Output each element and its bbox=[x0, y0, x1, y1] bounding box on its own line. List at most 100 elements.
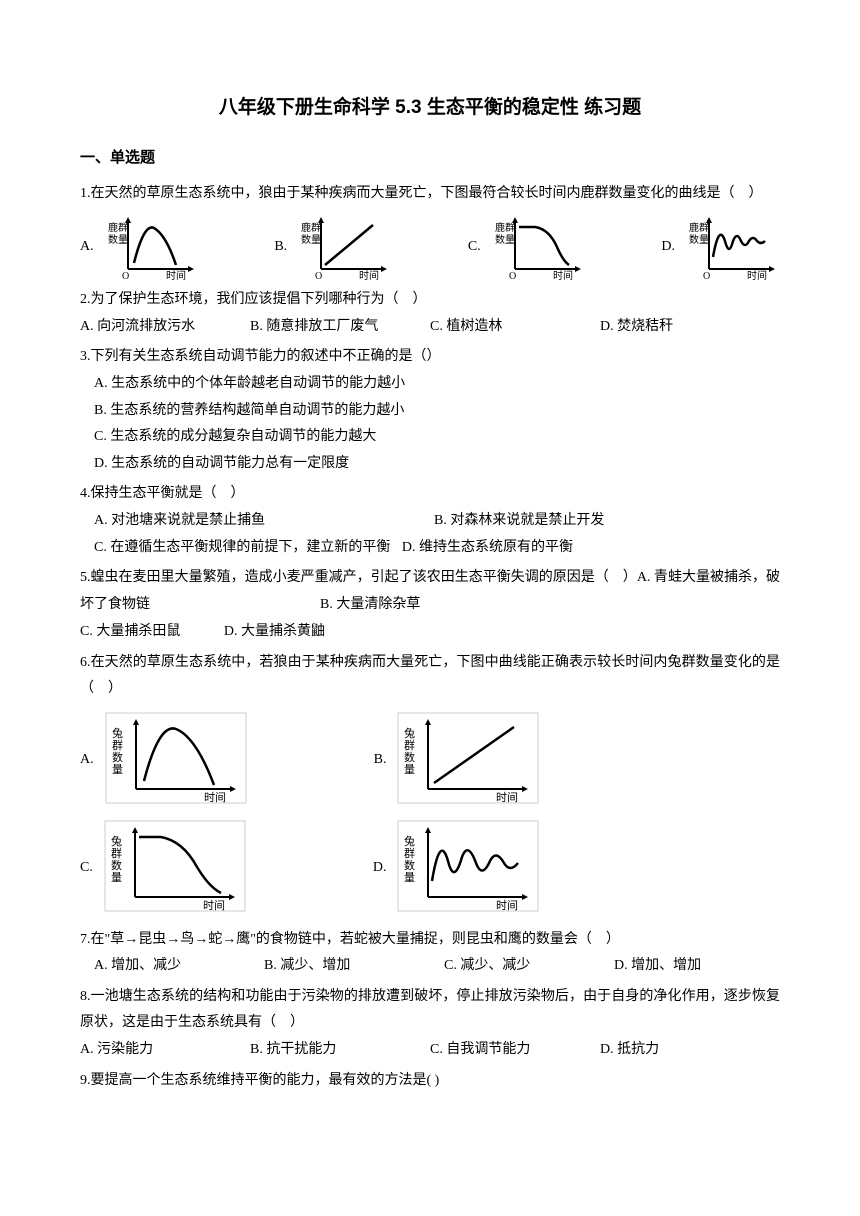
q5-c: C. 大量捕杀田鼠 bbox=[80, 624, 180, 639]
svg-text:时间: 时间 bbox=[204, 791, 226, 804]
page-title: 八年级下册生命科学 5.3 生态平衡的稳定性 练习题 bbox=[80, 90, 780, 126]
svg-text:鹿群: 鹿群 bbox=[301, 221, 321, 234]
section-header: 一、单选题 bbox=[80, 144, 780, 173]
question-3: 3.下列有关生态系统自动调节能力的叙述中不正确的是（） A. 生态系统中的个体年… bbox=[80, 344, 780, 477]
svg-text:时间: 时间 bbox=[203, 899, 225, 912]
svg-text:兔: 兔 bbox=[112, 726, 123, 740]
svg-text:时间: 时间 bbox=[496, 899, 518, 912]
q2-d: D. 焚烧秸秆 bbox=[600, 314, 750, 341]
q2-a: A. 向河流排放污水 bbox=[80, 314, 250, 341]
q8-options: A. 污染能力 B. 抗干扰能力 C. 自我调节能力 D. 抵抗力 bbox=[80, 1037, 780, 1064]
q5-d: D. 大量捕杀黄鼬 bbox=[224, 624, 325, 639]
q2-c: C. 植树造林 bbox=[430, 314, 600, 341]
svg-text:时间: 时间 bbox=[359, 269, 379, 281]
svg-text:数: 数 bbox=[111, 859, 122, 872]
q4-d: D. 维持生态系统原有的平衡 bbox=[402, 540, 573, 555]
svg-text:数: 数 bbox=[404, 751, 415, 764]
svg-text:时间: 时间 bbox=[496, 791, 518, 804]
q3-text: 3.下列有关生态系统自动调节能力的叙述中不正确的是（） bbox=[80, 344, 780, 371]
q4-row2: C. 在遵循生态平衡规律的前提下，建立新的平衡 D. 维持生态系统原有的平衡 bbox=[80, 535, 780, 562]
svg-text:时间: 时间 bbox=[166, 269, 186, 281]
svg-text:量: 量 bbox=[404, 763, 415, 776]
svg-text:时间: 时间 bbox=[553, 269, 573, 281]
q9-text: 9.要提高一个生态系统维持平衡的能力，最有效的方法是( ) bbox=[80, 1068, 780, 1095]
svg-text:兔: 兔 bbox=[111, 834, 122, 848]
q4-c: C. 在遵循生态平衡规律的前提下，建立新的平衡 bbox=[94, 540, 390, 555]
question-2: 2.为了保护生态环境，我们应该提倡下列哪种行为（ ） A. 向河流排放污水 B.… bbox=[80, 287, 780, 340]
question-4: 4.保持生态平衡就是（ ） A. 对池塘来说就是禁止捕鱼 B. 对森林来说就是禁… bbox=[80, 481, 780, 561]
chart-q6d-icon: 兔 群 数 量 时间 bbox=[396, 819, 546, 919]
chart-decay-c-icon: 鹿群 数量 O 时间 bbox=[491, 213, 586, 281]
svg-text:时间: 时间 bbox=[747, 269, 767, 281]
question-7: 7.在"草→昆虫→鸟→蛇→鹰"的食物链中，若蛇被大量捕捉，则昆虫和鹰的数量会（ … bbox=[80, 927, 780, 980]
svg-text:数: 数 bbox=[404, 859, 415, 872]
svg-text:O: O bbox=[703, 271, 710, 281]
svg-text:O: O bbox=[122, 271, 129, 281]
q6-opt-d: D. bbox=[373, 855, 387, 882]
q1-opt-c: C. bbox=[468, 234, 481, 261]
q3-c: C. 生态系统的成分越复杂自动调节的能力越大 bbox=[80, 424, 780, 451]
chart-curve-a-icon: 鹿群 数量 O 时间 bbox=[104, 213, 199, 281]
q6-opt-b: B. bbox=[374, 747, 387, 774]
q1-opt-a: A. bbox=[80, 234, 94, 261]
svg-text:量: 量 bbox=[404, 871, 415, 884]
svg-text:数量: 数量 bbox=[301, 233, 321, 246]
svg-text:群: 群 bbox=[111, 846, 122, 860]
q8-text: 8.一池塘生态系统的结构和功能由于污染物的排放遭到破坏，停止排放污染物后，由于自… bbox=[80, 984, 780, 1037]
q2-b: B. 随意排放工厂废气 bbox=[250, 314, 430, 341]
svg-text:鹿群: 鹿群 bbox=[689, 221, 709, 234]
question-6: 6.在天然的草原生态系统中，若狼由于某种疾病而大量死亡，下图中曲线能正确表示较长… bbox=[80, 650, 780, 919]
q6-opt-a: A. bbox=[80, 747, 94, 774]
svg-text:量: 量 bbox=[112, 763, 123, 776]
q7-a: A. 增加、减少 bbox=[94, 953, 264, 980]
svg-text:兔: 兔 bbox=[404, 834, 415, 848]
svg-text:量: 量 bbox=[111, 871, 122, 884]
svg-text:鹿群: 鹿群 bbox=[108, 221, 128, 234]
q4-b: B. 对森林来说就是禁止开发 bbox=[434, 508, 604, 535]
svg-text:群: 群 bbox=[112, 738, 123, 752]
svg-text:兔: 兔 bbox=[404, 726, 415, 740]
q3-b: B. 生态系统的营养结构越简单自动调节的能力越小 bbox=[80, 398, 780, 425]
q1-charts: A. 鹿群 数量 O 时间 B. 鹿群 数量 O bbox=[80, 213, 780, 281]
q3-a: A. 生态系统中的个体年龄越老自动调节的能力越小 bbox=[80, 371, 780, 398]
q5-b: B. 大量清除杂草 bbox=[320, 597, 420, 612]
q8-d: D. 抵抗力 bbox=[600, 1037, 750, 1064]
q7-d: D. 增加、增加 bbox=[614, 953, 764, 980]
q7-text: 7.在"草→昆虫→鸟→蛇→鹰"的食物链中，若蛇被大量捕捉，则昆虫和鹰的数量会（ … bbox=[80, 927, 780, 954]
svg-text:数: 数 bbox=[112, 751, 123, 764]
q8-c: C. 自我调节能力 bbox=[430, 1037, 600, 1064]
q3-d: D. 生态系统的自动调节能力总有一定限度 bbox=[80, 451, 780, 478]
q8-b: B. 抗干扰能力 bbox=[250, 1037, 430, 1064]
q4-row1: A. 对池塘来说就是禁止捕鱼 B. 对森林来说就是禁止开发 bbox=[80, 508, 780, 535]
question-1: 1.在天然的草原生态系统中，狼由于某种疾病而大量死亡，下图最符合较长时间内鹿群数… bbox=[80, 181, 780, 282]
svg-text:鹿群: 鹿群 bbox=[495, 221, 515, 234]
question-8: 8.一池塘生态系统的结构和功能由于污染物的排放遭到破坏，停止排放污染物后，由于自… bbox=[80, 984, 780, 1064]
q6-row2: C. 兔 群 数 量 时间 D. bbox=[80, 819, 780, 919]
svg-text:群: 群 bbox=[404, 846, 415, 860]
q6-opt-c: C. bbox=[80, 855, 93, 882]
svg-text:O: O bbox=[509, 271, 516, 281]
chart-q6c-icon: 兔 群 数 量 时间 bbox=[103, 819, 253, 919]
question-5: 5.蝗虫在麦田里大量繁殖，造成小麦严重减产，引起了该农田生态平衡失调的原因是（ … bbox=[80, 565, 780, 645]
q4-text: 4.保持生态平衡就是（ ） bbox=[80, 481, 780, 508]
chart-wave-d-icon: 鹿群 数量 O 时间 bbox=[685, 213, 780, 281]
svg-text:数量: 数量 bbox=[108, 233, 128, 246]
q2-options: A. 向河流排放污水 B. 随意排放工厂废气 C. 植树造林 D. 焚烧秸秆 bbox=[80, 314, 780, 341]
q5-row2: C. 大量捕杀田鼠 D. 大量捕杀黄鼬 bbox=[80, 619, 780, 646]
q7-options: A. 增加、减少 B. 减少、增加 C. 减少、减少 D. 增加、增加 bbox=[80, 953, 780, 980]
q4-a: A. 对池塘来说就是禁止捕鱼 bbox=[94, 508, 434, 535]
q6-row1: A. 兔 群 数 量 时间 B. bbox=[80, 711, 780, 811]
q2-text: 2.为了保护生态环境，我们应该提倡下列哪种行为（ ） bbox=[80, 287, 780, 314]
q7-c: C. 减少、减少 bbox=[444, 953, 614, 980]
q6-text: 6.在天然的草原生态系统中，若狼由于某种疾病而大量死亡，下图中曲线能正确表示较长… bbox=[80, 650, 780, 703]
question-9: 9.要提高一个生态系统维持平衡的能力，最有效的方法是( ) bbox=[80, 1068, 780, 1095]
q5-b-wrap: B. 大量清除杂草 bbox=[80, 592, 780, 619]
svg-text:群: 群 bbox=[404, 738, 415, 752]
chart-q6b-icon: 兔 群 数 量 时间 bbox=[396, 711, 546, 811]
svg-text:数量: 数量 bbox=[495, 233, 515, 246]
q1-text: 1.在天然的草原生态系统中，狼由于某种疾病而大量死亡，下图最符合较长时间内鹿群数… bbox=[80, 181, 780, 208]
q7-b: B. 减少、增加 bbox=[264, 953, 444, 980]
q1-opt-d: D. bbox=[661, 234, 675, 261]
chart-q6a-icon: 兔 群 数 量 时间 bbox=[104, 711, 254, 811]
chart-line-b-icon: 鹿群 数量 O 时间 bbox=[297, 213, 392, 281]
